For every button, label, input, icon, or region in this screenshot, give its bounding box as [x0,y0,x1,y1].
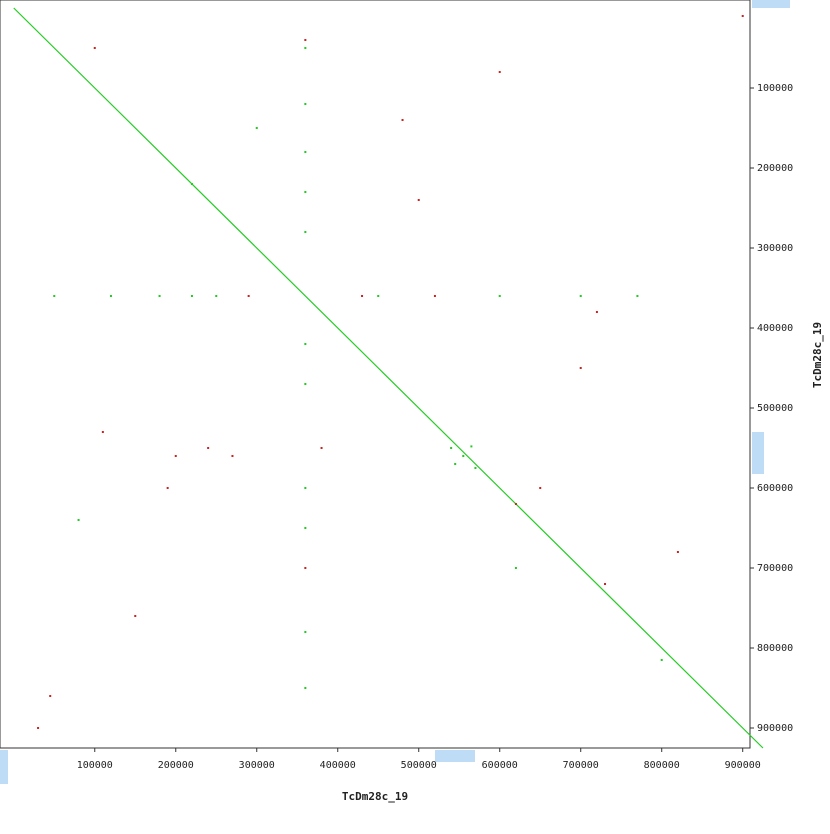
y-tick-label: 300000 [757,243,793,254]
dot [207,447,210,449]
x-tick-label: 400000 [320,760,356,771]
dot [304,191,307,193]
dot [304,383,307,385]
x-tick-label: 700000 [563,760,599,771]
y-tick-label: 800000 [757,643,793,654]
dot [636,295,639,297]
dot [474,467,477,469]
dot [255,127,258,129]
x-tick-label: 300000 [239,760,275,771]
dot [741,15,744,17]
dot [579,367,582,369]
dot [377,295,380,297]
dot [93,47,96,49]
dot [470,445,473,448]
dot [320,447,323,449]
dot [231,455,234,457]
dot [215,295,218,297]
diagonal-line [13,7,764,749]
dot [53,295,56,297]
dot [37,727,40,729]
x-axis-label: TcDm28c_19 [342,790,408,803]
dot [304,487,307,489]
x-tick-label: 800000 [644,760,680,771]
dot [417,199,420,201]
coverage-bar [752,432,764,474]
dot [304,567,307,569]
x-tick-label: 600000 [482,760,518,771]
dot [190,295,193,297]
dot [304,151,307,153]
dot [595,311,598,313]
dot [539,487,542,489]
y-tick-label: 500000 [757,403,793,414]
x-tick-label: 100000 [77,760,113,771]
dot [77,519,80,521]
dot [304,527,307,529]
x-tick-label: 200000 [158,760,194,771]
dot [498,295,501,297]
dot [514,567,517,569]
dot [433,295,436,297]
dot [304,39,307,41]
y-tick-label: 200000 [757,163,793,174]
x-tick-label: 900000 [725,760,761,771]
y-tick-label: 700000 [757,563,793,574]
dot [579,295,582,297]
dot [514,503,517,505]
dot [450,447,453,449]
dot [304,687,307,689]
coverage-bar [752,0,790,8]
dot [660,659,663,661]
dot [304,631,307,633]
y-axis-label: TcDm28c_19 [811,322,824,388]
dot [134,615,137,617]
dot [101,431,104,433]
dot [304,47,307,49]
dot [158,295,161,297]
dot [676,551,679,553]
y-tick-label: 400000 [757,323,793,334]
dot [109,295,112,297]
coverage-bar [0,750,8,784]
dot [247,295,250,297]
dot [361,295,364,297]
x-tick-label: 500000 [401,760,437,771]
dot [166,487,169,489]
dot [498,71,501,73]
dot [454,463,457,465]
dot [304,343,307,345]
plot-frame [0,0,751,749]
dot [604,583,607,585]
y-tick-label: 600000 [757,483,793,494]
dot [49,695,52,697]
dot [304,231,307,233]
y-tick-label: 900000 [757,723,793,734]
dot [304,103,307,105]
dot [462,455,465,457]
dot [174,455,177,457]
dot [190,183,193,185]
dot [401,119,404,121]
y-tick-label: 100000 [757,83,793,94]
coverage-bar [435,750,475,762]
